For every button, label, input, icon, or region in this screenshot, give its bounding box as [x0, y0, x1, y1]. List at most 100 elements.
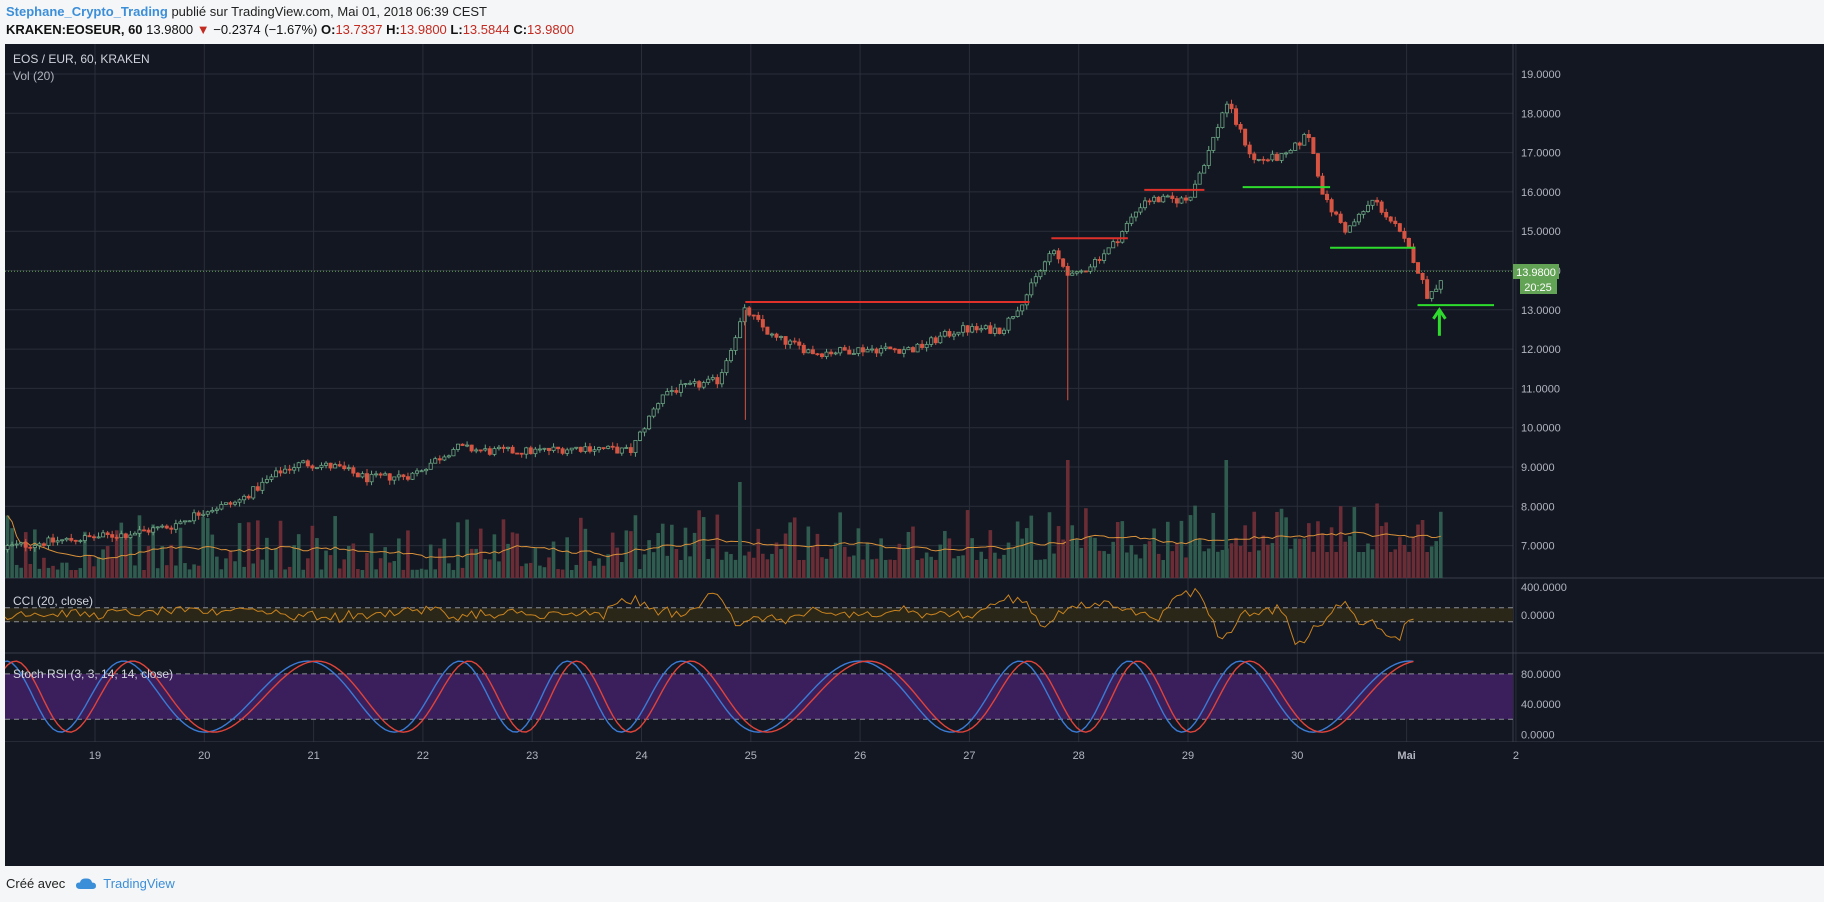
candle-body: [1220, 112, 1225, 128]
candle-body: [233, 501, 238, 505]
volume-bar: [1216, 551, 1220, 578]
candle-body: [496, 446, 501, 450]
volume-bar: [310, 525, 315, 578]
volume-bar: [1388, 551, 1393, 578]
candle-body: [1265, 159, 1270, 162]
candle-body: [1393, 220, 1398, 225]
price-change: −0.2374 (−1.67%): [213, 22, 318, 37]
candle-body: [1279, 153, 1284, 161]
trading-chart[interactable]: 400.0000 0.0000 80.0000 40.0000 0.0000 19.0…: [0, 44, 1824, 866]
candle-body: [1061, 258, 1066, 267]
candle-body: [437, 458, 442, 461]
time-tick-label: Mai: [1397, 750, 1415, 762]
volume-bars: [5, 460, 1443, 578]
candle-body: [446, 455, 451, 458]
candles[interactable]: [5, 99, 1513, 553]
volume-bar: [492, 534, 497, 578]
candle-body: [983, 325, 988, 330]
candle-body: [701, 382, 706, 388]
volume-bar: [861, 559, 865, 578]
volume-bar: [1024, 528, 1029, 578]
volume-bar: [765, 559, 770, 578]
candle-body: [997, 327, 1002, 334]
volume-bar: [742, 555, 747, 578]
candle-body: [1256, 158, 1261, 161]
candle-body: [105, 532, 110, 535]
volume-bar: [1379, 526, 1384, 578]
volume-bar: [551, 541, 556, 578]
candle-body: [888, 346, 893, 350]
close-label: C:: [513, 22, 528, 37]
candle-body: [1420, 272, 1425, 281]
candle-body: [305, 460, 310, 467]
volume-bar: [1347, 536, 1352, 578]
countdown-tag: [1520, 279, 1557, 294]
candle-body: [951, 333, 956, 337]
candle-body: [1188, 196, 1193, 201]
candle-body: [69, 537, 74, 541]
volume-bar: [1038, 559, 1043, 578]
volume-bar: [642, 554, 647, 578]
candle-body: [1429, 291, 1434, 299]
volume-bar: [23, 532, 28, 578]
candle-body: [310, 465, 315, 469]
candle-body: [333, 464, 338, 469]
volume-bar: [73, 569, 78, 578]
candle-body: [123, 533, 128, 538]
stoch-k-line: [0, 660, 1414, 733]
drawings[interactable]: [745, 186, 1495, 336]
tradingview-link[interactable]: TradingView: [103, 876, 175, 891]
volume-bar: [192, 564, 196, 578]
candle-body: [610, 445, 615, 448]
candle-body: [1092, 259, 1097, 268]
volume-bar: [142, 569, 146, 578]
candle-body: [155, 526, 160, 529]
candle-body: [1024, 294, 1029, 306]
candle-body: [242, 495, 247, 501]
candle-body: [1234, 108, 1239, 125]
volume-bar: [583, 528, 588, 578]
candle-body: [396, 474, 401, 478]
candle-body: [1165, 195, 1170, 198]
volume-bar: [524, 563, 529, 578]
volume-bar: [224, 558, 228, 578]
candle-body: [415, 470, 420, 474]
candle-body: [1211, 136, 1216, 151]
volume-bar: [1416, 524, 1420, 578]
volume-bar: [1393, 549, 1398, 578]
candle-body: [19, 542, 24, 545]
volume-bar: [1402, 544, 1407, 578]
price-tick-label: 12.0000: [1521, 344, 1561, 356]
candle-body: [1224, 103, 1229, 114]
volume-bar: [1234, 537, 1238, 578]
candle-body: [1384, 211, 1389, 218]
volume-bar: [1425, 551, 1429, 578]
volume-bar: [911, 526, 915, 578]
candle-body: [342, 465, 347, 470]
volume-bar: [14, 564, 19, 578]
volume-bar: [1279, 508, 1284, 578]
chart-area[interactable]: 400.0000 0.0000 80.0000 40.0000 0.0000 19.0…: [0, 44, 1824, 866]
candle-body: [1334, 211, 1339, 215]
candle-body: [419, 470, 424, 473]
volume-bar: [1407, 551, 1411, 578]
candle-body: [460, 443, 465, 446]
candle-body: [847, 349, 852, 355]
candle-body: [64, 537, 69, 541]
cci-pane: 400.0000 0.0000: [0, 582, 1567, 646]
candle-body: [1243, 128, 1248, 146]
candle-body: [1120, 231, 1125, 243]
volume-bar: [1093, 537, 1097, 578]
candle-body: [515, 452, 520, 455]
candle-body: [1247, 144, 1252, 155]
candle-body: [401, 474, 406, 478]
volume-bar: [301, 569, 306, 578]
candle-body: [346, 467, 351, 470]
time-tick-label: 25: [745, 750, 757, 762]
time-tick-label: 19: [89, 750, 101, 762]
volume-bar: [215, 556, 219, 578]
volume-bar-spike: [738, 482, 742, 578]
author-link[interactable]: Stephane_Crypto_Trading: [6, 4, 168, 19]
candle-body: [219, 504, 224, 510]
candle-body: [897, 348, 902, 354]
